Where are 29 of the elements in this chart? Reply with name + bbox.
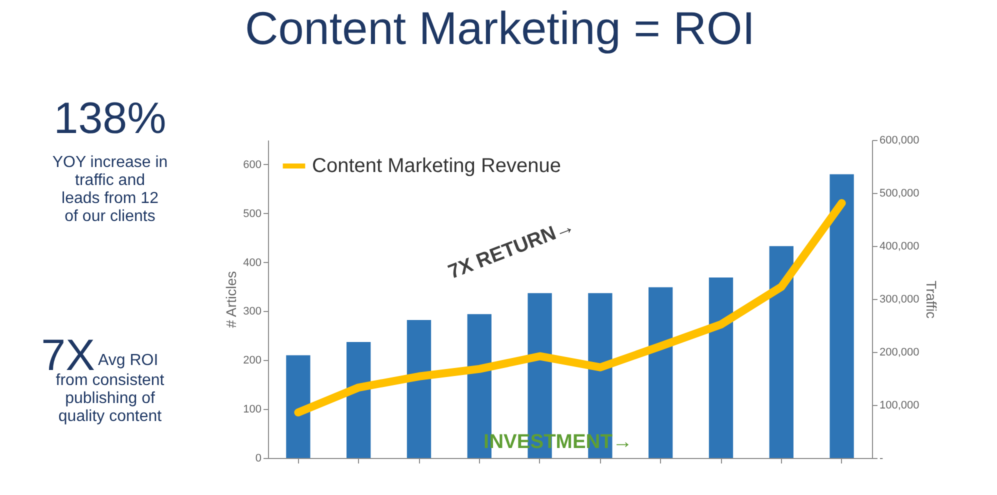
y2-tick-label: 100,000 <box>880 400 920 412</box>
bar <box>406 320 432 458</box>
y2-tick-label: 300,000 <box>880 294 920 306</box>
bar <box>648 287 673 458</box>
text: from consistent publishing of quality content <box>56 372 165 425</box>
text: Avg ROI <box>98 352 158 369</box>
y-tick-label: 500 <box>243 208 262 220</box>
bar <box>286 355 310 458</box>
y-tick-label: 100 <box>243 404 262 416</box>
text: 138% <box>54 94 166 143</box>
y-tick-label: 600 <box>243 158 262 171</box>
y2-tick-label: 200,000 <box>880 346 920 358</box>
y2-axis-title: Traffic <box>923 280 940 319</box>
y2-tick-label: 400,000 <box>880 240 920 252</box>
bar <box>769 246 794 458</box>
y-tick-label: 200 <box>243 354 262 367</box>
bar <box>708 277 734 458</box>
y2-tick-label: 600,000 <box>880 134 920 146</box>
legend-label: Content Marketing Revenue <box>312 155 562 177</box>
y-axis-title: # Articles <box>223 271 240 328</box>
bar <box>346 342 371 458</box>
y-tick-label: 400 <box>243 256 262 269</box>
y-tick-label: 300 <box>243 306 262 318</box>
y2-tick-label: 500,000 <box>880 188 920 200</box>
chart-title: Content Marketing = ROI <box>244 2 756 54</box>
bar <box>830 174 854 458</box>
text: YOY increase in traffic and leads from 12 of our clients <box>52 154 168 225</box>
y-tick-label: 0 <box>255 452 262 464</box>
y2-tick-label: - <box>880 452 884 464</box>
